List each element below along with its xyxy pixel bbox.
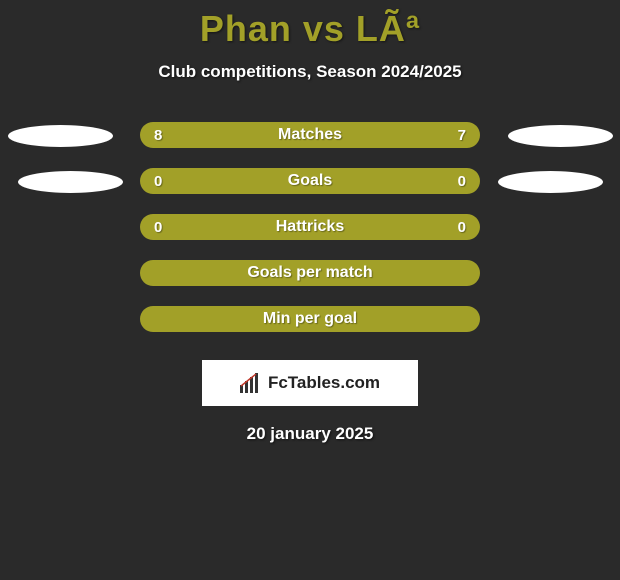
right-ellipse-goals bbox=[498, 171, 603, 193]
infographic-root: Phan vs LÃª Club competitions, Season 20… bbox=[0, 0, 620, 444]
stat-left-value: 0 bbox=[154, 173, 162, 190]
stat-right-value: 0 bbox=[458, 219, 466, 236]
stat-label: Min per goal bbox=[263, 310, 357, 328]
stat-row-mpg: Min per goal bbox=[0, 306, 620, 352]
stat-left-value: 8 bbox=[154, 127, 162, 144]
stat-label: Goals per match bbox=[247, 264, 372, 282]
stat-right-value: 0 bbox=[458, 173, 466, 190]
brand-logo-text: FcTables.com bbox=[268, 373, 380, 393]
date-label: 20 january 2025 bbox=[0, 424, 620, 444]
stat-row-goals: 0 Goals 0 bbox=[0, 168, 620, 214]
stat-pill-matches: 8 Matches 7 bbox=[140, 122, 480, 148]
stat-label: Hattricks bbox=[276, 218, 344, 236]
stat-row-matches: 8 Matches 7 bbox=[0, 122, 620, 168]
stat-pill-goals: 0 Goals 0 bbox=[140, 168, 480, 194]
subtitle: Club competitions, Season 2024/2025 bbox=[0, 62, 620, 82]
stat-right-value: 7 bbox=[458, 127, 466, 144]
stat-pill-gpm: Goals per match bbox=[140, 260, 480, 286]
left-ellipse-matches bbox=[8, 125, 113, 147]
stat-pill-hattricks: 0 Hattricks 0 bbox=[140, 214, 480, 240]
stat-label: Matches bbox=[278, 126, 342, 144]
stat-row-hattricks: 0 Hattricks 0 bbox=[0, 214, 620, 260]
stat-left-value: 0 bbox=[154, 219, 162, 236]
page-title: Phan vs LÃª bbox=[0, 8, 620, 50]
bar-chart-icon bbox=[240, 373, 262, 393]
stat-row-gpm: Goals per match bbox=[0, 260, 620, 306]
left-ellipse-goals bbox=[18, 171, 123, 193]
stat-label: Goals bbox=[288, 172, 332, 190]
right-ellipse-matches bbox=[508, 125, 613, 147]
brand-logo: FcTables.com bbox=[202, 360, 418, 406]
stat-pill-mpg: Min per goal bbox=[140, 306, 480, 332]
